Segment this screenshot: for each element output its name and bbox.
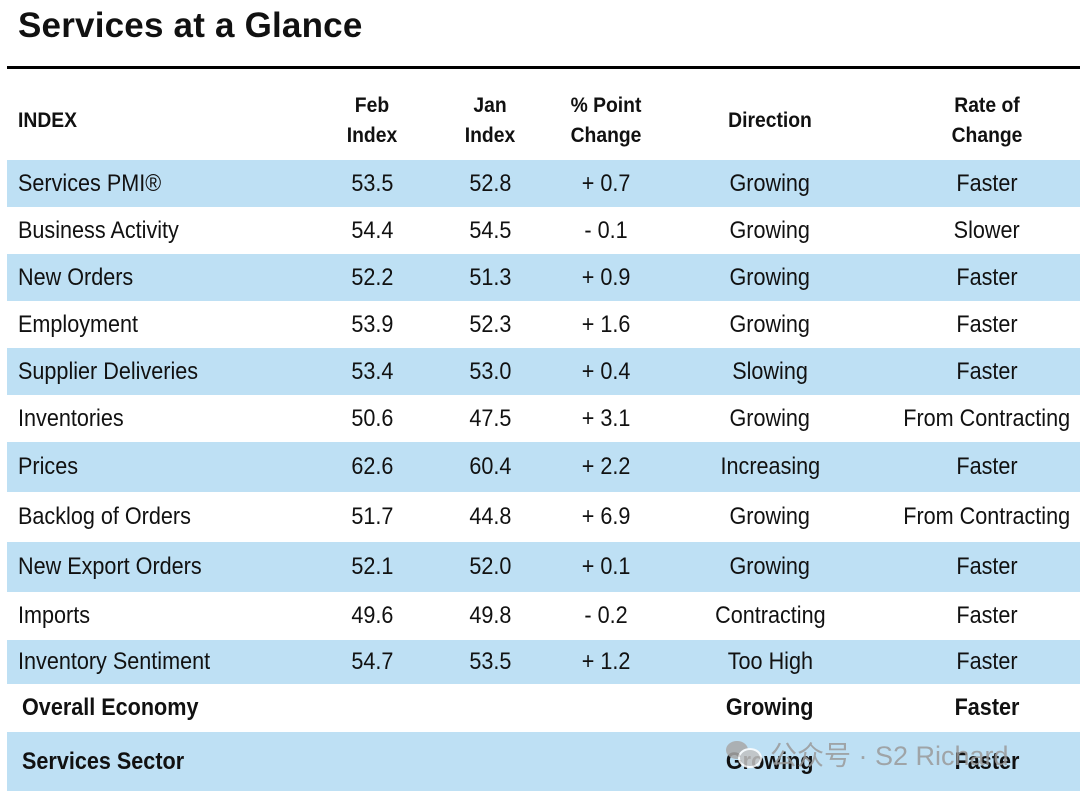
row-direction: Contracting — [714, 602, 826, 629]
table-row: Prices 62.6 60.4 + 2.2 Increasing Faster — [7, 442, 1080, 492]
row-index-name: New Orders — [18, 263, 134, 291]
column-header-jan: Jan Index — [464, 94, 516, 147]
summary-name: Services Sector — [22, 747, 185, 775]
row-index-name: Backlog of Orders — [18, 503, 191, 530]
row-feb-value: 62.6 — [350, 453, 394, 480]
page-title: Services at a Glance — [18, 6, 363, 45]
row-point-change: + 1.2 — [581, 648, 631, 675]
summary-row: Overall Economy Growing Faster — [7, 684, 1080, 732]
row-jan-value: 52.8 — [468, 169, 512, 197]
row-rate-of-change: Faster — [956, 553, 1018, 580]
row-direction: Too High — [727, 648, 813, 675]
watermark: 公众号 · S2 Richard — [726, 736, 1009, 771]
wechat-icon — [726, 739, 762, 768]
row-rate-of-change: Slower — [953, 216, 1021, 244]
column-header-feb: Feb Index — [346, 94, 398, 147]
row-jan-value: 53.0 — [468, 357, 512, 385]
column-header-index: INDEX — [18, 109, 78, 132]
row-point-change: - 0.1 — [584, 216, 628, 244]
row-rate-of-change: From Contracting — [903, 404, 1071, 432]
row-jan-value: 52.3 — [468, 310, 512, 338]
watermark-text: 公众号 · S2 Richard — [770, 740, 1009, 771]
summary-rate-of-change: Faster — [954, 694, 1020, 721]
summary-rate-of-change: Faster — [954, 747, 1020, 775]
row-index-name: Inventory Sentiment — [18, 648, 211, 675]
row-direction: Growing — [729, 169, 811, 197]
row-feb-value: 50.6 — [350, 404, 394, 432]
row-jan-value: 47.5 — [468, 404, 512, 432]
table-row: Backlog of Orders 51.7 44.8 + 6.9 Growin… — [7, 492, 1080, 542]
title-rule — [7, 66, 1080, 69]
row-jan-value: 49.8 — [468, 602, 512, 629]
row-jan-value: 60.4 — [468, 453, 512, 480]
row-point-change: + 6.9 — [581, 503, 631, 530]
row-index-name: Supplier Deliveries — [18, 357, 199, 385]
row-point-change: - 0.2 — [584, 602, 628, 629]
row-index-name: Employment — [18, 310, 139, 338]
row-rate-of-change: Faster — [956, 263, 1018, 291]
row-feb-value: 53.9 — [350, 310, 394, 338]
row-feb-value: 53.4 — [350, 357, 394, 385]
row-feb-value: 54.7 — [350, 648, 394, 675]
summary-direction: Growing — [726, 694, 814, 721]
row-direction: Growing — [729, 263, 811, 291]
row-rate-of-change: From Contracting — [903, 503, 1071, 530]
row-point-change: + 2.2 — [581, 453, 631, 480]
table-row: Business Activity 54.4 54.5 - 0.1 Growin… — [7, 207, 1080, 254]
row-jan-value: 51.3 — [468, 263, 512, 291]
row-feb-value: 51.7 — [350, 503, 394, 530]
row-rate-of-change: Faster — [956, 310, 1018, 338]
row-direction: Growing — [729, 216, 811, 244]
row-direction: Increasing — [720, 453, 820, 480]
row-point-change: + 0.9 — [581, 263, 631, 291]
table-row: Inventory Sentiment 54.7 53.5 + 1.2 Too … — [7, 640, 1080, 684]
row-feb-value: 49.6 — [350, 602, 394, 629]
row-feb-value: 52.2 — [350, 263, 394, 291]
row-feb-value: 54.4 — [350, 216, 394, 244]
row-direction: Growing — [729, 553, 811, 580]
column-header-rate: Rate of Change — [951, 94, 1023, 147]
column-header-direction: Direction — [728, 109, 812, 132]
row-index-name: Prices — [18, 453, 79, 480]
row-index-name: Inventories — [18, 404, 124, 432]
row-jan-value: 53.5 — [468, 648, 512, 675]
row-feb-value: 53.5 — [350, 169, 394, 197]
row-direction: Growing — [729, 404, 811, 432]
row-rate-of-change: Faster — [956, 648, 1018, 675]
row-point-change: + 0.1 — [581, 553, 631, 580]
row-point-change: + 0.4 — [581, 357, 631, 385]
row-rate-of-change: Faster — [956, 357, 1018, 385]
table-body: Services PMI® 53.5 52.8 + 0.7 Growing Fa… — [7, 160, 1080, 791]
row-direction: Growing — [729, 310, 811, 338]
row-index-name: Services PMI® — [18, 169, 162, 197]
row-index-name: Imports — [18, 602, 91, 629]
row-point-change: + 3.1 — [581, 404, 631, 432]
summary-row: Services Sector Growing Faster — [7, 732, 1080, 791]
summary-name: Overall Economy — [22, 694, 199, 721]
row-index-name: Business Activity — [18, 216, 179, 244]
row-direction: Growing — [729, 503, 811, 530]
row-rate-of-change: Faster — [956, 453, 1018, 480]
row-jan-value: 52.0 — [468, 553, 512, 580]
row-index-name: New Export Orders — [18, 553, 202, 580]
table-row: Services PMI® 53.5 52.8 + 0.7 Growing Fa… — [7, 160, 1080, 207]
table-row: Employment 53.9 52.3 + 1.6 Growing Faste… — [7, 301, 1080, 348]
table-row: Imports 49.6 49.8 - 0.2 Contracting Fast… — [7, 592, 1080, 640]
table-row: New Export Orders 52.1 52.0 + 0.1 Growin… — [7, 542, 1080, 592]
row-rate-of-change: Faster — [956, 602, 1018, 629]
table-row: Inventories 50.6 47.5 + 3.1 Growing From… — [7, 395, 1080, 442]
table-row: Supplier Deliveries 53.4 53.0 + 0.4 Slow… — [7, 348, 1080, 395]
column-header-change: % Point Change — [570, 94, 642, 147]
table-row: New Orders 52.2 51.3 + 0.9 Growing Faste… — [7, 254, 1080, 301]
table-header: INDEX Feb Index Jan Index % Point Change… — [7, 84, 1080, 158]
row-rate-of-change: Faster — [956, 169, 1018, 197]
row-point-change: + 0.7 — [581, 169, 631, 197]
row-jan-value: 54.5 — [468, 216, 512, 244]
row-direction: Slowing — [732, 357, 808, 385]
row-jan-value: 44.8 — [468, 503, 512, 530]
row-point-change: + 1.6 — [581, 310, 631, 338]
row-feb-value: 52.1 — [350, 553, 394, 580]
